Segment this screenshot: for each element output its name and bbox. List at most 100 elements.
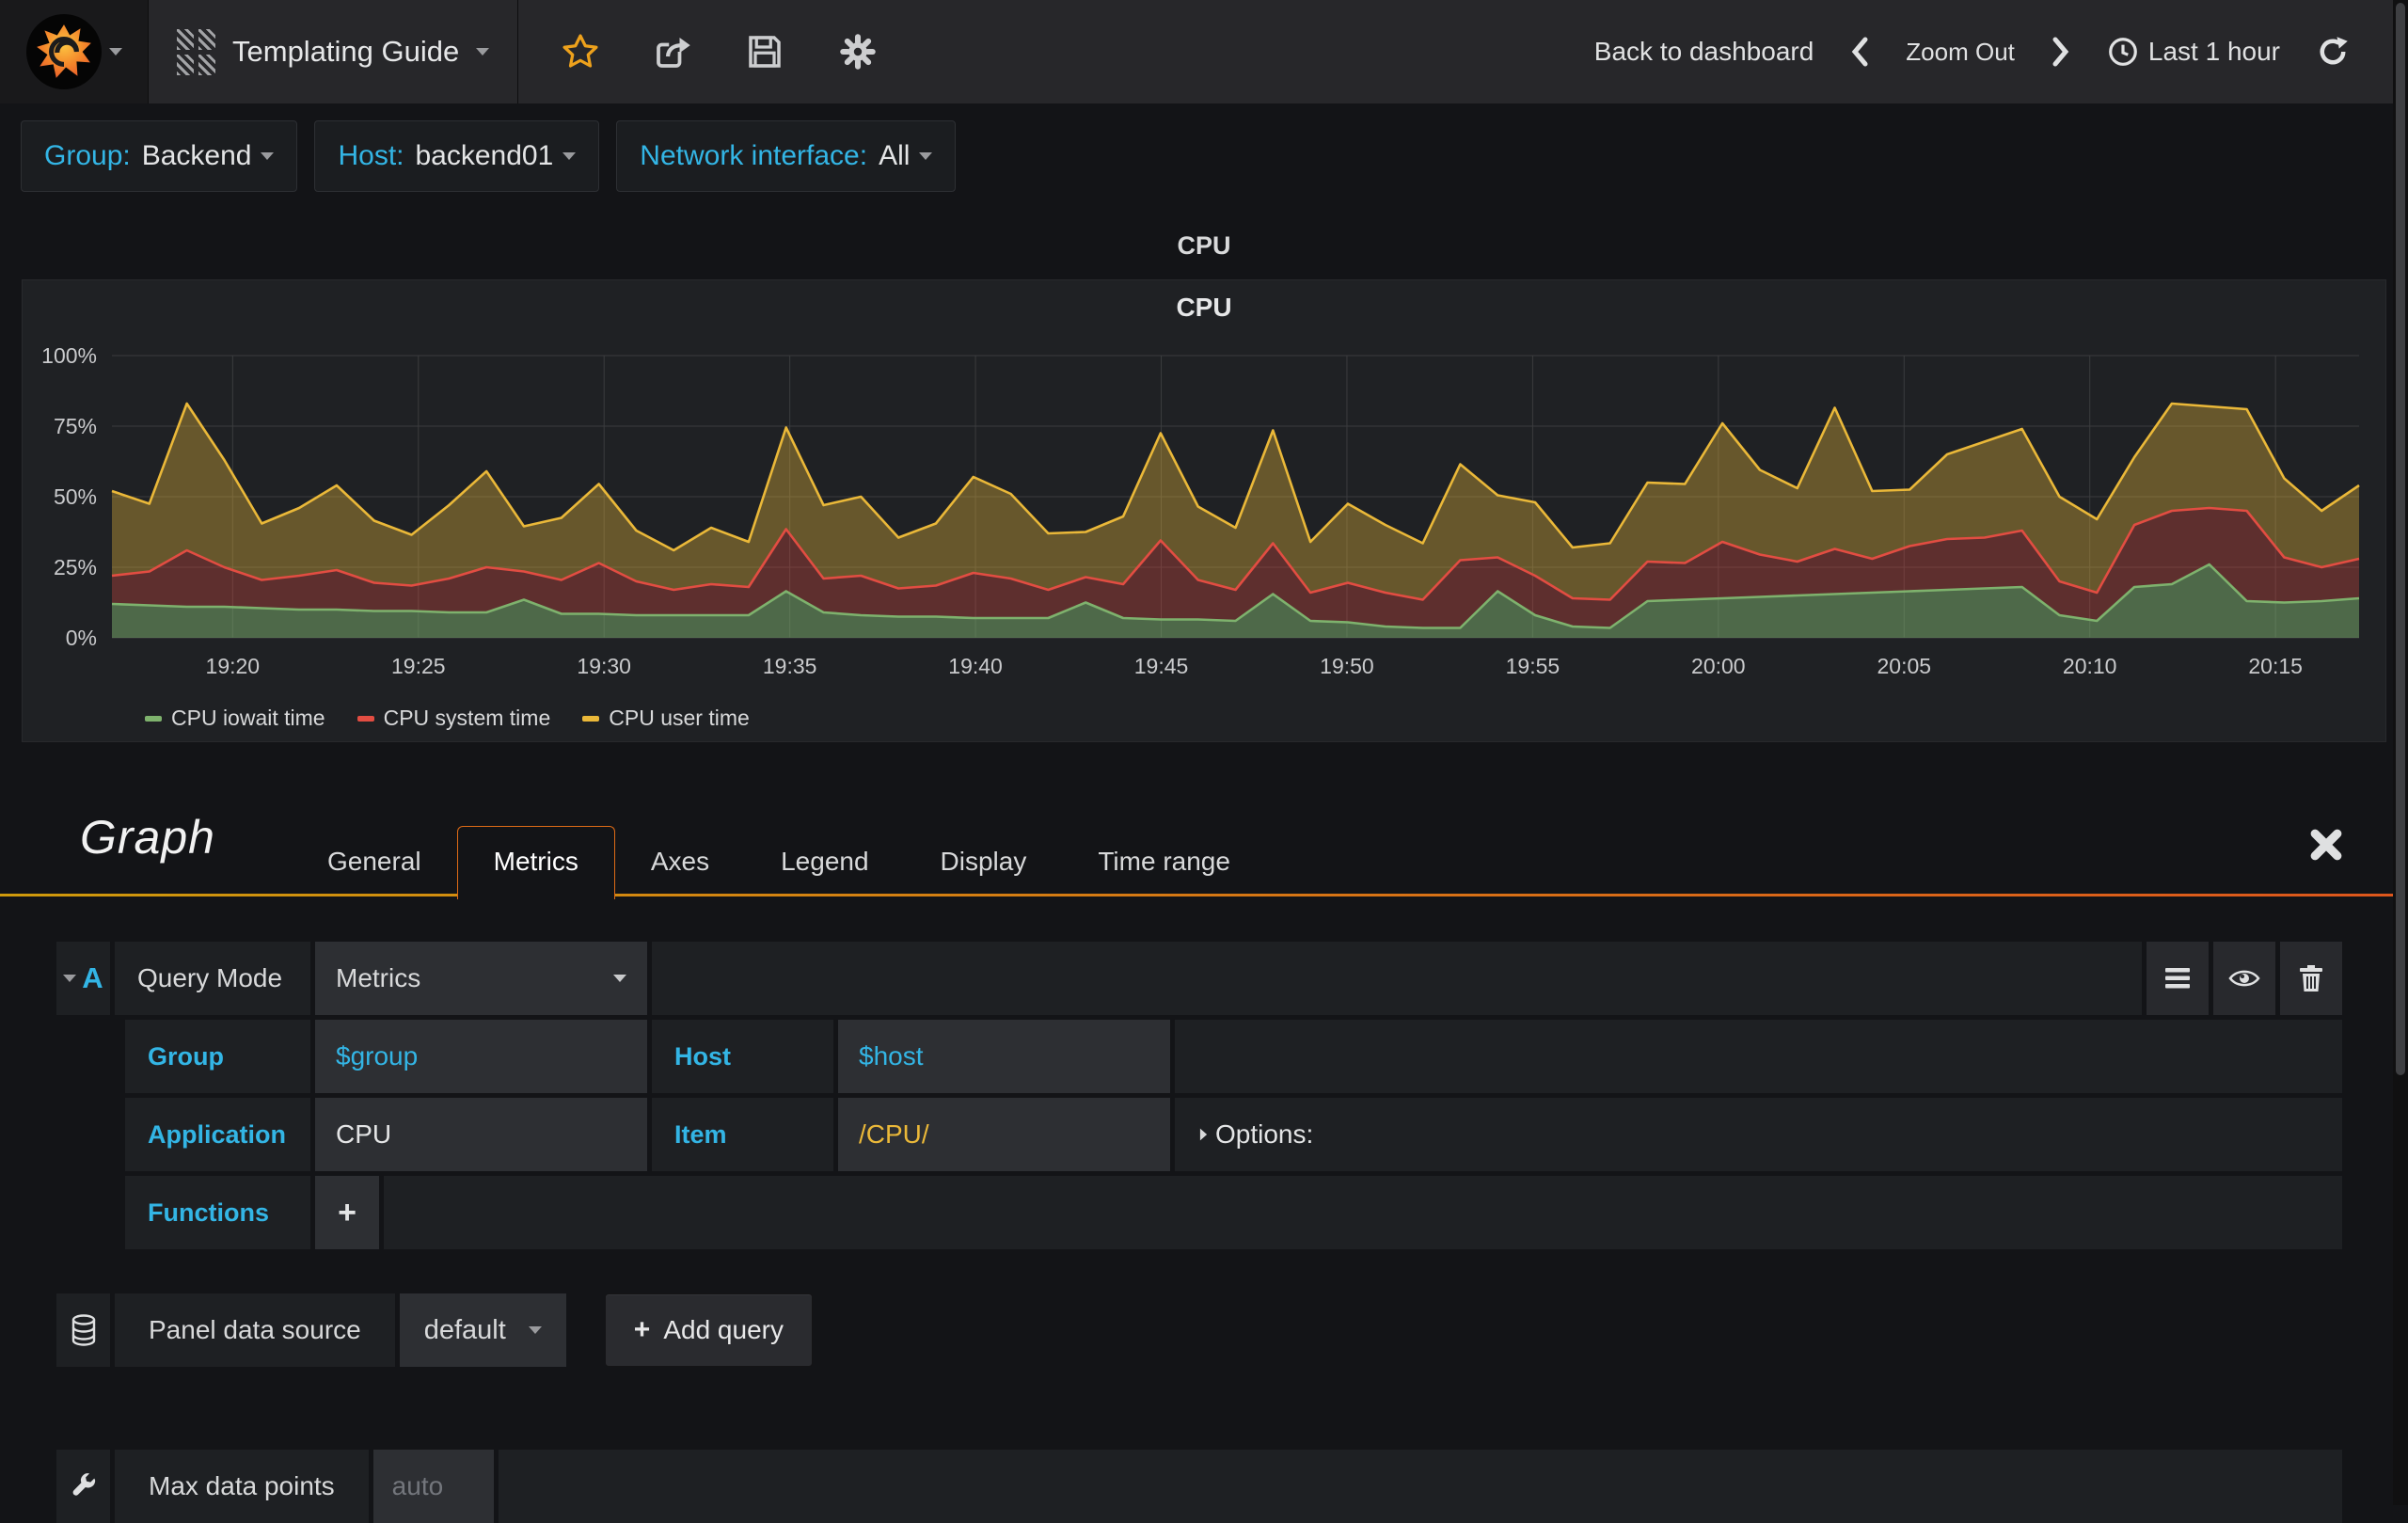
svg-text:20:00: 20:00 xyxy=(1691,654,1746,678)
item-field-label: Item xyxy=(652,1098,833,1171)
cpu-graph-panel: CPU 0% 25% 50% 75% 100% 19:20 19:25 19:30 19:35 1… xyxy=(22,279,2386,742)
save-button[interactable] xyxy=(746,33,784,71)
group-field-value[interactable]: $group xyxy=(315,1020,647,1093)
top-navbar: Templating Guide xyxy=(0,0,2393,103)
back-to-dashboard-link[interactable]: Back to dashboard xyxy=(1593,37,1814,66)
svg-text:19:50: 19:50 xyxy=(1320,654,1374,678)
host-field-label: Host xyxy=(652,1020,833,1093)
panel-settings-icon-cell xyxy=(56,1450,110,1523)
query-menu-button[interactable] xyxy=(2147,942,2209,1015)
legend-swatch-yellow xyxy=(582,715,600,722)
panel-title[interactable]: CPU xyxy=(1176,293,1232,322)
variable-netif-value: All xyxy=(879,140,911,171)
query-row-spacer xyxy=(652,942,2142,1015)
settings-gear-button[interactable] xyxy=(838,32,878,71)
tab-metrics[interactable]: Metrics xyxy=(456,826,615,899)
query-mode-label: Query Mode xyxy=(115,942,310,1015)
options-row-spacer: Options: xyxy=(1175,1098,2342,1171)
grafana-menu[interactable] xyxy=(0,0,149,103)
query-visibility-button[interactable] xyxy=(2213,942,2275,1015)
dashboard-row-title[interactable]: CPU xyxy=(1177,231,1231,260)
cpu-stacked-area-chart[interactable]: 0% 25% 50% 75% 100% 19:20 19:25 19:30 19:35 19:40… xyxy=(23,333,2385,683)
svg-text:19:20: 19:20 xyxy=(206,654,261,678)
svg-text:19:35: 19:35 xyxy=(763,654,817,678)
max-data-points-label: Max data points xyxy=(115,1450,369,1523)
panel-editor-header: Graph General Metrics Axes Legend Displa… xyxy=(0,793,2408,899)
tab-legend[interactable]: Legend xyxy=(781,847,869,876)
datasource-value: default xyxy=(423,1314,506,1345)
add-query-button[interactable]: + Add query xyxy=(604,1293,813,1367)
variable-host-dropdown[interactable]: Host: backend01 xyxy=(314,120,600,192)
legend-item-user[interactable]: CPU user time xyxy=(582,706,750,731)
time-range-picker[interactable]: Last 1 hour xyxy=(2107,36,2280,68)
database-icon xyxy=(71,1314,95,1346)
query-collapse-toggle[interactable]: A xyxy=(56,942,110,1015)
favorite-star-button[interactable] xyxy=(562,33,599,71)
refresh-button[interactable] xyxy=(2316,35,2350,69)
host-field-value[interactable]: $host xyxy=(838,1020,1170,1093)
svg-text:0%: 0% xyxy=(66,626,97,650)
query-row-spacer xyxy=(384,1176,2342,1249)
panel-type-title: Graph xyxy=(80,811,215,864)
query-mode-value: Metrics xyxy=(336,963,421,992)
legend-item-iowait[interactable]: CPU iowait time xyxy=(145,706,325,731)
clock-icon xyxy=(2109,38,2137,66)
time-shift-left-button[interactable] xyxy=(1849,36,1870,68)
legend-label: CPU iowait time xyxy=(171,706,325,730)
item-field-value[interactable]: /CPU/ xyxy=(838,1098,1170,1171)
caret-down-icon xyxy=(261,152,275,160)
dashboard-title-picker[interactable]: Templating Guide xyxy=(149,0,519,103)
legend-swatch-green xyxy=(145,715,162,722)
tab-display[interactable]: Display xyxy=(940,847,1027,876)
query-letter: A xyxy=(82,961,103,994)
variable-group-dropdown[interactable]: Group: Backend xyxy=(21,120,298,192)
variable-netif-label: Network interface: xyxy=(640,140,868,171)
max-data-points-input[interactable]: auto xyxy=(372,1450,494,1523)
wrench-icon xyxy=(72,1473,95,1496)
dashboard-grid-icon xyxy=(177,28,215,75)
query-mode-select[interactable]: Metrics xyxy=(315,942,647,1015)
svg-text:19:25: 19:25 xyxy=(391,654,446,678)
legend-label: CPU system time xyxy=(383,706,551,730)
query-row-group-host: Group $group Host $host xyxy=(125,1020,2342,1093)
add-query-label: Add query xyxy=(663,1315,784,1344)
svg-text:75%: 75% xyxy=(54,414,97,438)
svg-text:100%: 100% xyxy=(41,343,97,368)
legend-swatch-red xyxy=(356,715,374,722)
query-delete-button[interactable] xyxy=(2280,942,2342,1015)
variable-netif-dropdown[interactable]: Network interface: All xyxy=(616,120,957,192)
query-editor: A Query Mode Metrics xyxy=(56,942,2342,1254)
tab-general[interactable]: General xyxy=(327,847,421,876)
time-shift-right-button[interactable] xyxy=(2051,36,2071,68)
page-scrollbar[interactable] xyxy=(2393,0,2408,1505)
close-editor-button[interactable] xyxy=(2306,825,2346,865)
caret-down-icon xyxy=(613,975,626,982)
functions-label: Functions xyxy=(125,1176,310,1249)
group-field-label: Group xyxy=(125,1020,310,1093)
variable-group-label: Group: xyxy=(44,140,131,171)
eye-icon xyxy=(2228,970,2260,987)
tab-axes[interactable]: Axes xyxy=(650,847,710,876)
dashboard-title-caret-icon xyxy=(476,48,490,56)
zoom-out-button[interactable]: Zoom Out xyxy=(1906,37,2015,66)
template-variables-bar: Group: Backend Host: backend01 Network i… xyxy=(21,120,957,192)
query-row-spacer xyxy=(1175,1020,2342,1093)
svg-text:50%: 50% xyxy=(54,484,97,509)
plus-icon: + xyxy=(633,1314,651,1345)
add-function-button[interactable]: + xyxy=(315,1176,379,1249)
share-button[interactable] xyxy=(654,33,691,71)
svg-text:20:15: 20:15 xyxy=(2248,654,2303,678)
svg-text:20:05: 20:05 xyxy=(1877,654,1931,678)
datasource-select[interactable]: default xyxy=(399,1293,566,1367)
query-row-functions: Functions + xyxy=(125,1176,2342,1249)
scrollbar-thumb[interactable] xyxy=(2396,3,2405,1075)
legend-item-system[interactable]: CPU system time xyxy=(356,706,551,731)
options-toggle[interactable]: Options: xyxy=(1175,1119,1313,1150)
datasource-icon-cell xyxy=(56,1293,110,1367)
caret-down-icon xyxy=(528,1326,542,1334)
chart-legend: CPU iowait time CPU system time CPU user… xyxy=(145,706,750,731)
options-label: Options: xyxy=(1215,1119,1314,1149)
tab-time-range[interactable]: Time range xyxy=(1098,847,1230,876)
application-value-text: CPU xyxy=(336,1119,392,1149)
application-field-value[interactable]: CPU xyxy=(315,1098,647,1171)
